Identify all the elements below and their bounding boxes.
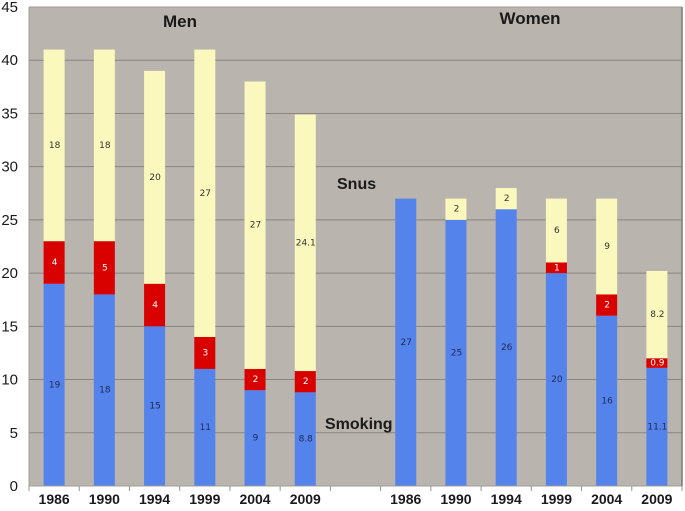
bar-segment-snus <box>294 114 316 372</box>
bar-value-label: 2 <box>604 301 610 311</box>
bar-value-label: 4 <box>152 301 158 311</box>
x-tick-label: 2004 <box>591 491 622 507</box>
bar-value-label: 0.9 <box>650 359 665 369</box>
bar-segment-both <box>43 241 65 284</box>
bar-segment-snus <box>596 198 618 295</box>
bar-value-label: 2 <box>303 377 309 387</box>
y-tick-label: 25 <box>1 212 18 229</box>
bar-value-label: 15 <box>149 402 160 412</box>
bar-value-label: 9 <box>604 242 610 252</box>
bar-segment-smoking <box>144 326 166 486</box>
bar-segment-smoking <box>43 283 65 486</box>
bar-segment-snus <box>445 198 467 220</box>
bar-segment-smoking <box>495 209 517 486</box>
bar-segment-snus <box>43 49 65 242</box>
bar-segment-both <box>646 358 668 368</box>
bar-value-label: 18 <box>49 141 61 151</box>
bar-segment-smoking <box>93 294 115 486</box>
bar-segment-smoking <box>294 392 316 486</box>
bar-segment-both <box>545 262 567 274</box>
bar-value-label: 11.1 <box>647 422 667 432</box>
x-tick-label: 1986 <box>39 491 70 507</box>
bar-segment-smoking <box>445 219 467 486</box>
bar-value-label: 11 <box>200 423 211 433</box>
bar-segment-both <box>93 241 115 295</box>
women-panel-title: Women <box>499 9 560 28</box>
x-tick-label: 2004 <box>239 491 270 507</box>
snus-series-label: Snus <box>337 176 376 193</box>
bar-value-label: 18 <box>99 141 111 151</box>
x-tick-label: 1999 <box>541 491 572 507</box>
y-tick-label: 35 <box>1 105 18 122</box>
bar-value-label: 4 <box>52 258 58 268</box>
bars: 1941818518154201132792278.8224.127252262… <box>43 49 668 486</box>
x-tick-label: 1990 <box>89 491 120 507</box>
y-tick-label: 5 <box>10 425 18 442</box>
bar-segment-snus <box>545 198 567 263</box>
bar-segment-both <box>294 371 316 393</box>
bar-value-label: 26 <box>501 343 513 353</box>
smoking-series-label: Smoking <box>325 416 393 433</box>
plot-area <box>29 7 682 486</box>
bar-segment-snus <box>144 70 166 284</box>
y-tick-label: 30 <box>1 159 18 176</box>
x-tick-label: 2009 <box>641 491 672 507</box>
men-panel-title: Men <box>163 12 197 31</box>
x-tick-label: 1994 <box>491 491 522 507</box>
bar-segment-both <box>596 294 618 316</box>
y-axis: 0 5 10 15 20 25 30 35 40 45 <box>1 0 30 495</box>
x-tick-label: 1990 <box>440 491 471 507</box>
bar-value-label: 6 <box>554 226 560 236</box>
x-tick-label: 1999 <box>189 491 220 507</box>
bar-value-label: 27 <box>250 221 261 231</box>
bar-segment-snus <box>244 81 266 369</box>
x-tick-label: 1986 <box>390 491 421 507</box>
bar-segment-smoking <box>395 198 417 486</box>
bar-segment-snus <box>495 187 517 210</box>
bar-segment-smoking <box>596 315 618 486</box>
bar-segment-both <box>144 283 166 327</box>
bar-value-label: 25 <box>451 348 462 358</box>
y-tick-label: 40 <box>1 52 18 69</box>
bar-segment-smoking <box>646 367 668 486</box>
y-tick-label: 15 <box>1 318 18 335</box>
bar-value-label: 24.1 <box>296 238 316 248</box>
bar-segment-snus <box>194 49 216 337</box>
bar-value-label: 2 <box>253 375 259 385</box>
y-tick-label: 10 <box>1 372 18 389</box>
bar-value-label: 20 <box>551 375 563 385</box>
bar-value-label: 8.8 <box>299 435 314 445</box>
bar-value-label: 27 <box>200 189 211 199</box>
y-tick-label: 20 <box>1 265 18 282</box>
bar-segment-smoking <box>545 273 567 486</box>
bar-value-label: 19 <box>49 380 61 390</box>
bar-value-label: 20 <box>149 173 161 183</box>
bar-value-label: 9 <box>253 434 259 444</box>
bar-value-label: 16 <box>601 396 613 406</box>
y-tick-label: 45 <box>1 0 18 16</box>
bar-value-label: 27 <box>401 338 412 348</box>
bar-segment-snus <box>646 270 668 359</box>
bar-segment-both <box>194 336 216 369</box>
bar-segment-both <box>244 368 266 391</box>
bar-value-label: 3 <box>202 348 208 358</box>
x-axis: 1986 1990 1994 1999 2004 2009 1986 1990 1994 1999… <box>28 485 683 507</box>
bar-segment-snus <box>93 49 115 242</box>
bar-value-label: 2 <box>454 205 460 215</box>
bar-value-label: 18 <box>99 386 111 396</box>
bar-segment-smoking <box>194 368 216 486</box>
bar-value-label: 2 <box>504 194 510 204</box>
bar-value-label: 1 <box>554 263 560 273</box>
bar-segment-smoking <box>244 390 266 486</box>
bar-value-label: 8.2 <box>650 310 664 320</box>
x-tick-label: 1994 <box>139 491 170 507</box>
y-tick-label: 0 <box>10 478 18 495</box>
bar-value-label: 5 <box>102 263 108 273</box>
x-tick-label: 2009 <box>290 491 321 507</box>
